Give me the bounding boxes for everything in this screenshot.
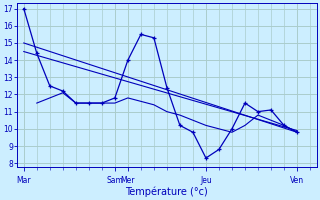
X-axis label: Température (°c): Température (°c) xyxy=(125,186,208,197)
